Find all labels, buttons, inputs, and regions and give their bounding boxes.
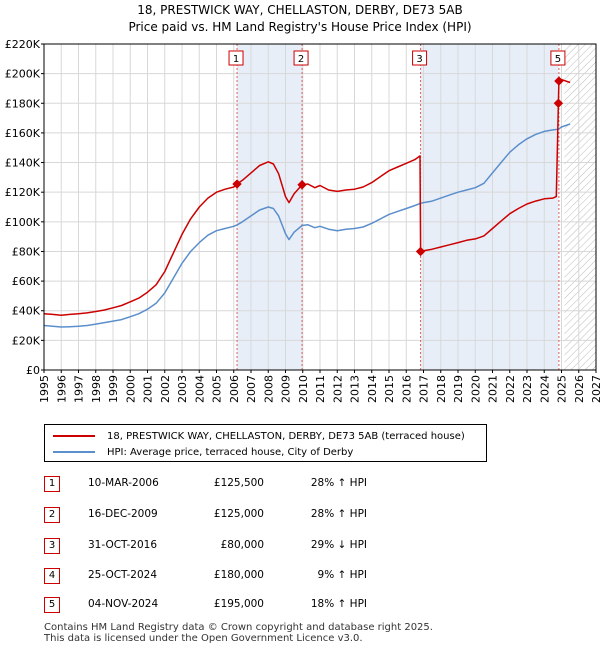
transaction-number: 5: [44, 597, 60, 613]
transaction-hpi-change: 9% ↑ HPI: [317, 569, 367, 581]
y-tick-label: £100K: [5, 216, 41, 229]
y-tick-label: £20K: [12, 334, 41, 347]
y-tick-label: £60K: [12, 275, 41, 288]
y-tick-label: £40K: [12, 305, 41, 318]
x-tick-label: 2027: [590, 375, 600, 403]
transaction-number: 1: [44, 476, 60, 492]
chart-title: 18, PRESTWICK WAY, CHELLASTON, DERBY, DE…: [137, 3, 463, 17]
legend-swatch-property: [53, 435, 95, 437]
x-tick-label: 2002: [159, 375, 172, 403]
property-series-line: [43, 78, 571, 316]
ownership-period-shade: [420, 44, 559, 370]
legend-item-property: 18, PRESTWICK WAY, CHELLASTON, DERBY, DE…: [53, 429, 465, 443]
x-tick-label: 2006: [228, 375, 241, 403]
sale-number-label: 1: [233, 54, 239, 65]
transaction-number: 4: [44, 568, 60, 584]
transaction-hpi-change: 18% ↑ HPI: [310, 598, 367, 610]
y-tick-label: £200K: [5, 68, 41, 81]
chart-subtitle: Price paid vs. HM Land Registry's House …: [128, 20, 472, 34]
sale-number-box: [412, 50, 428, 66]
transaction-date: 31-OCT-2016: [88, 539, 157, 551]
legend-swatch-hpi: [53, 451, 95, 453]
forecast-hatch: [564, 44, 596, 370]
x-tick-label: 2011: [314, 375, 327, 403]
x-tick-label: 2014: [366, 375, 379, 403]
sale-point-marker: [297, 180, 307, 190]
transaction-date: 04-NOV-2024: [88, 598, 159, 610]
x-tick-label: 2005: [211, 375, 224, 403]
footer-copyright: Contains HM Land Registry data © Crown c…: [44, 622, 433, 633]
x-tick-label: 2007: [245, 375, 258, 403]
x-tick-label: 1999: [107, 375, 120, 403]
sale-number-box: [550, 50, 566, 66]
price-chart: 1 2 3 5 £0 £20K £40K £60K £80K £100K £120K £140K £1…: [5, 38, 600, 403]
sale-point-marker: [553, 98, 564, 108]
transaction-number: 2: [44, 507, 60, 523]
x-tick-label: 2025: [556, 375, 569, 403]
transaction-price: £80,000: [220, 539, 264, 551]
x-tick-label: 2020: [469, 375, 482, 403]
x-tick-label: 2015: [383, 375, 396, 403]
x-tick-label: 1997: [73, 375, 86, 403]
transaction-number: 3: [44, 538, 60, 554]
transaction-price: £125,500: [213, 477, 264, 489]
sale-number-box: [228, 50, 244, 66]
x-tick-label: 2019: [452, 375, 465, 403]
transaction-date: 10-MAR-2006: [88, 477, 159, 489]
legend-item-hpi: HPI: Average price, terraced house, City…: [53, 445, 353, 459]
x-tick-label: 1996: [55, 375, 68, 403]
x-tick-label: 2026: [573, 375, 586, 403]
x-tick-label: 2022: [504, 375, 517, 403]
sale-point-marker: [232, 179, 242, 189]
x-tick-label: 2000: [124, 375, 137, 403]
sale-number-box: [293, 50, 309, 66]
y-tick-label: £80K: [12, 245, 41, 258]
y-tick-label: £220K: [5, 38, 41, 51]
transaction-date: 25-OCT-2024: [88, 569, 157, 581]
legend-label-property: 18, PRESTWICK WAY, CHELLASTON, DERBY, DE…: [107, 430, 465, 442]
x-tick-label: 1995: [38, 375, 51, 403]
y-tick-label: £120K: [5, 186, 41, 199]
y-tick-label: £140K: [5, 157, 41, 170]
transaction-hpi-change: 28% ↑ HPI: [310, 508, 367, 520]
sale-point-marker: [415, 246, 426, 257]
sale-number-label: 3: [416, 54, 422, 65]
x-tick-label: 2021: [487, 375, 500, 403]
transaction-price: £180,000: [213, 569, 264, 581]
x-tick-label: 2024: [538, 375, 551, 403]
y-tick-label: £160K: [5, 127, 41, 140]
x-tick-label: 2018: [435, 375, 448, 403]
x-tick-label: 2003: [176, 375, 189, 403]
x-tick-label: 2017: [418, 375, 431, 403]
sale-number-label: 5: [555, 54, 561, 65]
transaction-hpi-change: 28% ↑ HPI: [310, 477, 367, 489]
chart-legend: 18, PRESTWICK WAY, CHELLASTON, DERBY, DE…: [44, 424, 487, 462]
hpi-series-line: [43, 123, 571, 328]
x-tick-label: 2008: [262, 375, 275, 403]
x-tick-label: 2012: [331, 375, 344, 403]
x-tick-label: 2023: [521, 375, 534, 403]
x-tick-label: 2004: [193, 375, 206, 403]
x-tick-label: 1998: [90, 375, 103, 403]
y-tick-label: £0: [26, 364, 40, 377]
transaction-price: £195,000: [213, 598, 264, 610]
x-tick-label: 2001: [142, 375, 155, 403]
x-tick-label: 2009: [280, 375, 293, 403]
sale-point-marker: [554, 76, 564, 86]
x-tick-label: 2013: [349, 375, 362, 403]
sale-number-label: 2: [298, 54, 304, 65]
transaction-price: £125,000: [213, 508, 264, 520]
transaction-hpi-change: 29% ↓ HPI: [310, 539, 367, 551]
y-tick-label: £180K: [5, 97, 41, 110]
x-tick-label: 2010: [297, 375, 310, 403]
transaction-date: 16-DEC-2009: [88, 508, 158, 520]
legend-label-hpi: HPI: Average price, terraced house, City…: [107, 446, 354, 458]
footer-licence: This data is licensed under the Open Gov…: [44, 633, 363, 644]
x-tick-label: 2016: [400, 375, 413, 403]
